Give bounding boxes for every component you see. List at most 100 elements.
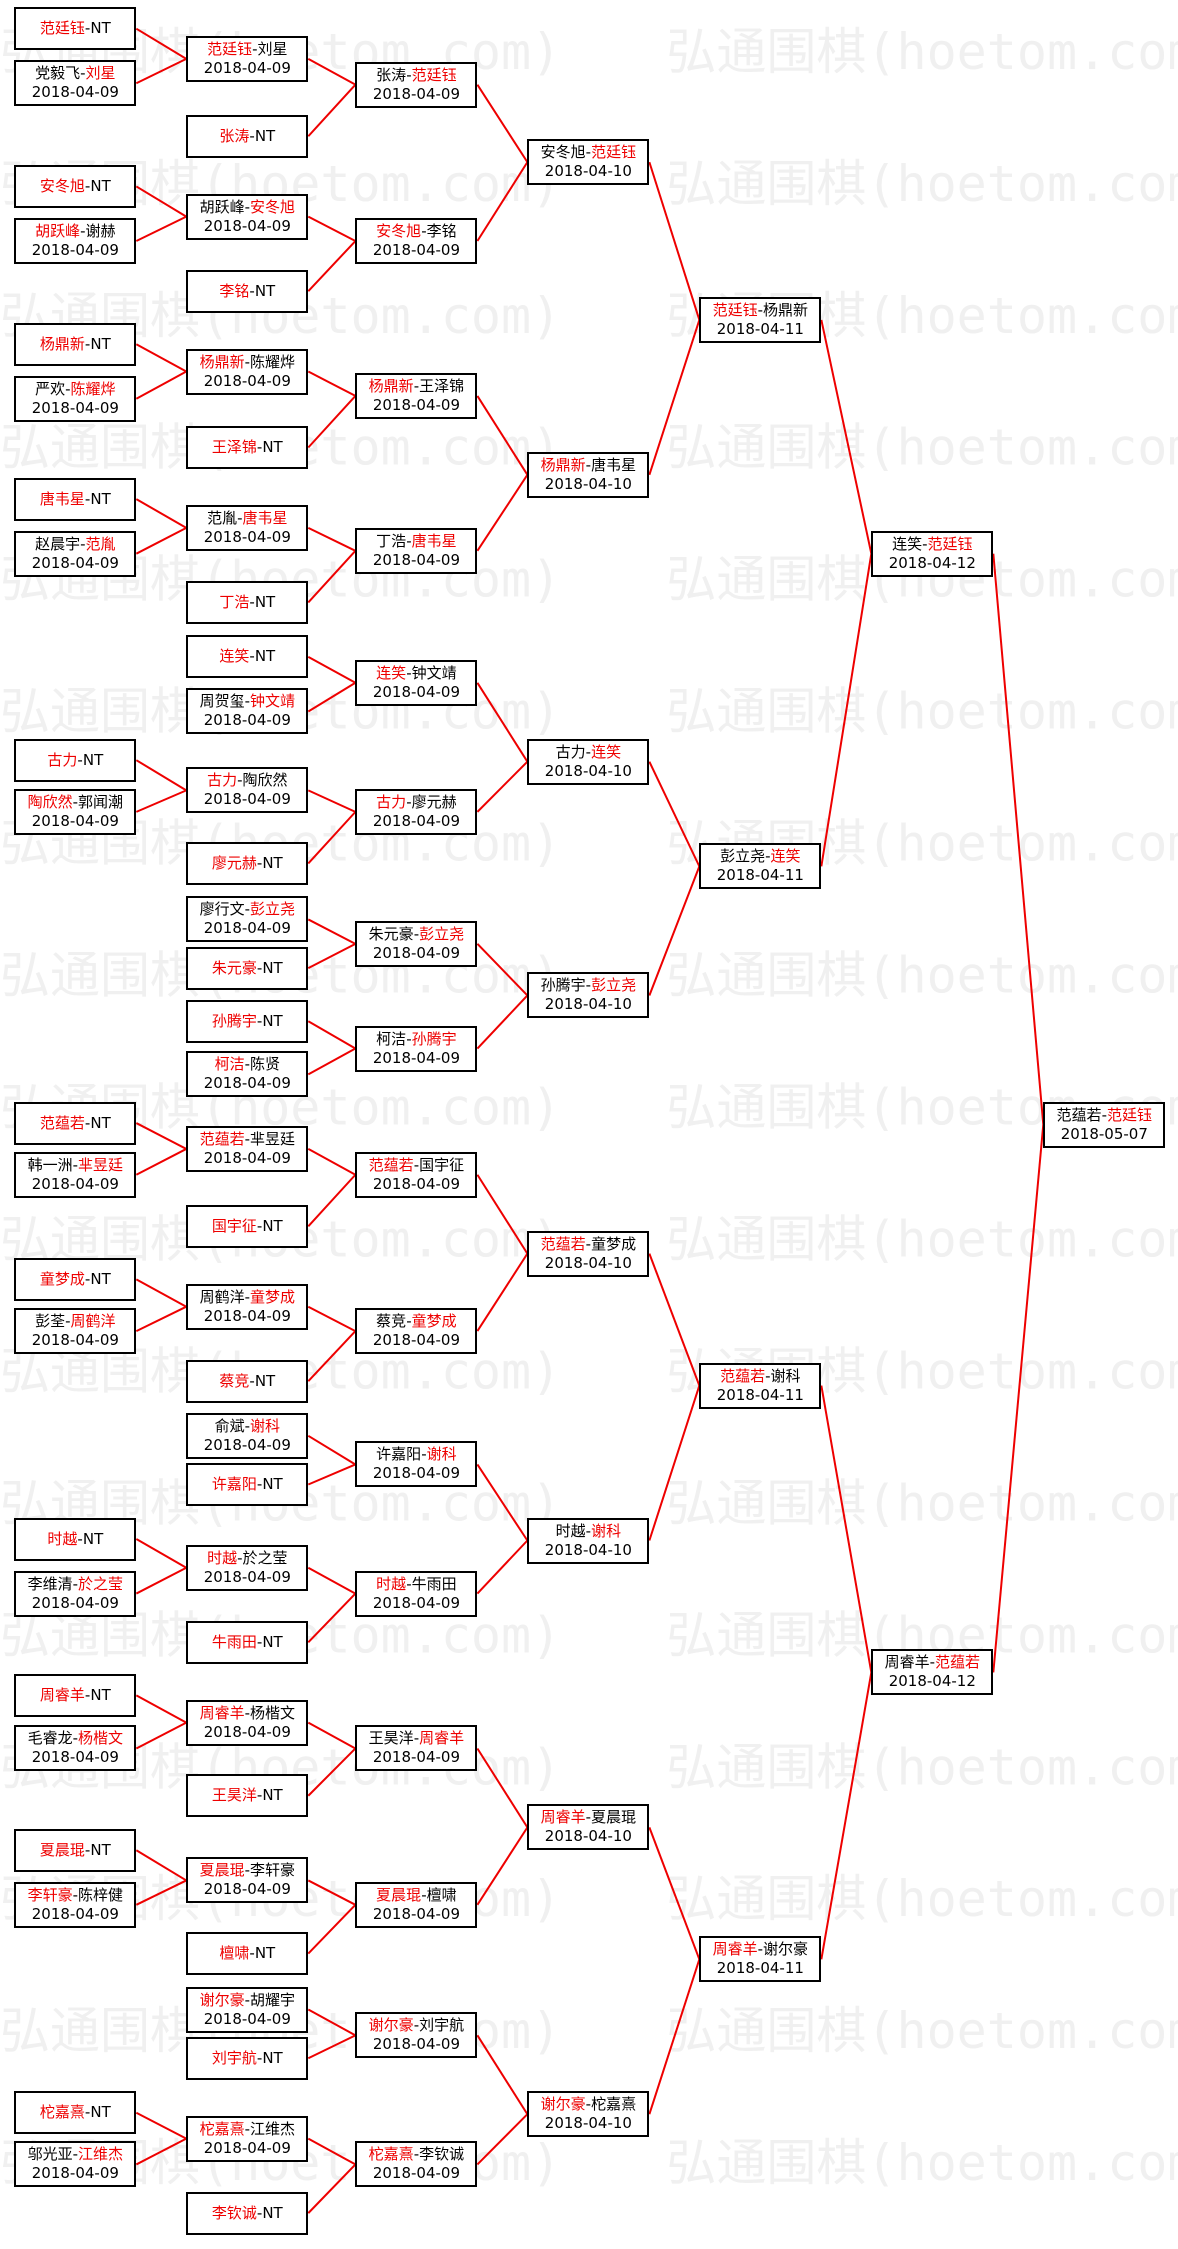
connector — [307, 1148, 356, 1176]
match-box: 邬光亚江维杰2018-04-09 — [14, 2141, 137, 2188]
player-name: 古力 — [207, 771, 238, 790]
watermark: 弘通围棋(hoetom.com) — [666, 419, 1178, 477]
match-box: 范胤唐韦星2018-04-09 — [186, 504, 309, 551]
player-name: 谢尔豪 — [540, 2095, 586, 2114]
match-date: 2018-04-09 — [203, 711, 291, 730]
match-box: 张涛NT — [186, 114, 309, 158]
player-name: 朱元豪 — [211, 958, 257, 977]
match-date: 2018-04-09 — [372, 1593, 460, 1612]
match-players: 谢尔豪柁嘉熹 — [529, 2095, 647, 2114]
match-players: 张涛范廷钰 — [357, 66, 475, 85]
match-players: 邬光亚江维杰 — [16, 2145, 134, 2164]
player-name: NT — [257, 1633, 283, 1651]
player-name: 江维杰 — [245, 2120, 295, 2138]
match-date: 2018-04-09 — [372, 811, 460, 830]
connector — [476, 161, 529, 242]
match-players: 许嘉阳谢科 — [357, 1445, 475, 1464]
match-box: 李钦诚NT — [186, 2191, 309, 2235]
match-box: 杨鼎新唐韦星2018-04-10 — [527, 451, 650, 498]
player-name: 唐韦星 — [39, 489, 85, 508]
match-box: 夏晨琨檀啸2018-04-09 — [355, 1881, 478, 1928]
match-date: 2018-04-09 — [203, 919, 291, 938]
match-box: 孙腾宇彭立尧2018-04-10 — [527, 972, 650, 1019]
player-name: 陶欣然 — [27, 792, 73, 811]
player-name: 胡耀宇 — [245, 1991, 295, 2009]
match-date: 2018-04-09 — [372, 682, 460, 701]
match-box: 范蕴若谢科2018-04-11 — [699, 1362, 822, 1409]
connector — [135, 1566, 187, 1595]
connector — [135, 57, 187, 85]
connector — [135, 1278, 187, 1308]
player-name: NT — [257, 1217, 283, 1235]
connector — [648, 1253, 701, 1386]
player-name: 范胤 — [80, 535, 115, 553]
player-name: 周鹤洋 — [199, 1287, 245, 1306]
player-name: NT — [85, 490, 111, 508]
match-players: 范胤唐韦星 — [188, 509, 306, 528]
connector — [476, 2034, 529, 2115]
player-name: 谢赫 — [80, 222, 115, 240]
match-box: 谢尔豪刘宇航2018-04-09 — [355, 2012, 478, 2059]
match-box: 唐韦星NT — [14, 477, 137, 521]
player-name: 柁嘉熹 — [39, 2103, 85, 2122]
player-name: 周睿羊 — [414, 1729, 464, 1747]
match-box: 俞斌谢科2018-04-09 — [186, 1412, 309, 1459]
match-date: 2018-04-09 — [372, 943, 460, 962]
player-name: 牛雨田 — [211, 1632, 257, 1651]
match-date: 2018-04-09 — [372, 241, 460, 259]
match-box: 古力陶欣然2018-04-09 — [186, 767, 309, 814]
connector — [307, 681, 356, 713]
player-name: 童梦成 — [406, 1312, 456, 1330]
player-name: 安冬旭 — [376, 222, 422, 240]
player-name: NT — [77, 751, 103, 769]
connector — [307, 84, 357, 137]
player-name: 李钦诚 — [211, 2203, 257, 2222]
connector — [307, 1305, 356, 1332]
player-name: NT — [257, 1012, 283, 1030]
connector — [307, 370, 356, 397]
player-name: 张涛 — [376, 65, 407, 84]
match-box: 周鹤洋童梦成2018-04-09 — [186, 1283, 309, 1330]
match-players: 蔡竞童梦成 — [357, 1312, 475, 1331]
match-box: 安冬旭李铭2018-04-09 — [355, 218, 478, 264]
player-name: 严欢 — [35, 379, 66, 398]
match-box: 周睿羊谢尔豪2018-04-11 — [699, 1936, 822, 1983]
match-date: 2018-04-10 — [544, 1540, 632, 1559]
match-players: 胡跃峰安冬旭 — [188, 198, 306, 217]
match-box: 朱元豪NT — [186, 946, 309, 990]
connector — [307, 1330, 357, 1382]
match-box: 朱元豪彭立尧2018-04-09 — [355, 920, 478, 967]
connector — [135, 343, 187, 373]
match-players: 范蕴若童梦成 — [529, 1235, 647, 1254]
connector — [307, 811, 357, 865]
match-date: 2018-04-09 — [31, 83, 119, 102]
connector — [476, 1826, 529, 1906]
player-name: 古力 — [47, 750, 78, 769]
connector — [135, 1694, 187, 1724]
match-players: 夏晨琨NT — [16, 1841, 134, 1860]
connector — [307, 789, 356, 813]
match-box: 孙腾宇NT — [186, 999, 309, 1043]
player-name: 赵晨宇 — [35, 534, 81, 553]
match-players: 唐韦星NT — [16, 490, 134, 509]
player-name: 连笑 — [219, 647, 250, 666]
player-name: 钟文靖 — [406, 664, 456, 682]
match-players: 孙腾宇NT — [188, 1012, 306, 1031]
player-name: 连笑 — [586, 743, 621, 761]
match-date: 2018-04-09 — [31, 1331, 119, 1350]
player-name: NT — [249, 282, 275, 300]
match-date: 2018-04-10 — [544, 1827, 632, 1846]
match-players: 李铭NT — [188, 282, 306, 301]
connector — [135, 1305, 187, 1332]
player-name: 连笑 — [765, 847, 800, 865]
player-name: NT — [257, 959, 283, 977]
player-name: 李钦诚 — [414, 2145, 464, 2163]
connector — [307, 1566, 356, 1595]
player-name: NT — [85, 1841, 111, 1859]
connector — [992, 553, 1045, 1125]
player-name: 孙腾宇 — [540, 976, 586, 995]
match-players: 张涛NT — [188, 127, 306, 146]
player-name: 范蕴若 — [930, 1653, 980, 1671]
player-name: 李铭 — [421, 222, 456, 240]
